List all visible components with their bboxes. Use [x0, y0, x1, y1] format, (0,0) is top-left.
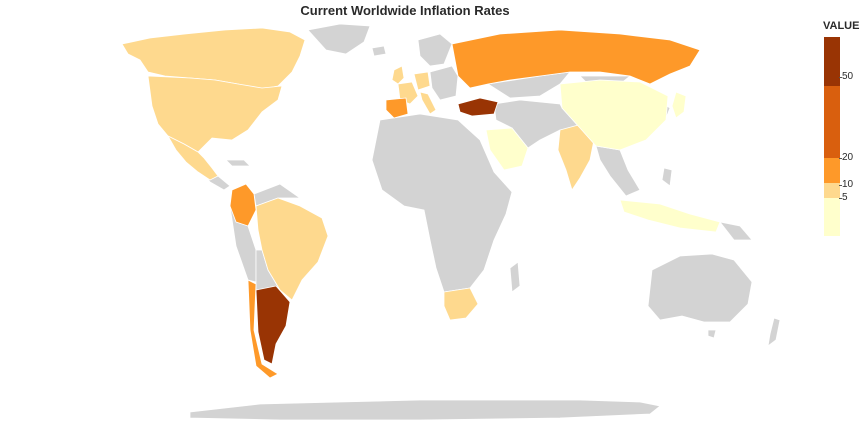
legend-swatch [824, 37, 840, 86]
country-indonesia[interactable] [619, 199, 721, 233]
legend-swatch [824, 158, 840, 183]
country-antarctica[interactable] [189, 399, 661, 421]
country-new-zealand[interactable] [767, 317, 781, 347]
country-greenland[interactable] [307, 23, 371, 55]
legend-title: VALUE [823, 20, 860, 32]
country-germany[interactable] [413, 71, 431, 91]
legend-color-bar [824, 37, 840, 236]
country-china[interactable] [559, 79, 669, 151]
legend-tick-label: 10 [838, 179, 854, 190]
country-russia[interactable] [451, 29, 701, 89]
country-united-states[interactable] [147, 75, 283, 153]
world-map [121, 23, 781, 421]
country-colombia[interactable] [229, 183, 257, 227]
country-africa[interactable] [371, 113, 513, 293]
country-europe-east[interactable] [429, 65, 459, 101]
country-spain[interactable] [385, 97, 409, 119]
country-mexico[interactable] [167, 135, 219, 181]
legend-swatch [824, 86, 840, 158]
country-united-kingdom[interactable] [391, 65, 405, 85]
country-madagascar[interactable] [509, 261, 521, 293]
country-italy[interactable] [419, 91, 437, 115]
country-brazil[interactable] [255, 197, 329, 301]
country-australia[interactable] [647, 253, 753, 323]
country-japan[interactable] [671, 91, 687, 119]
country-tasmania[interactable] [707, 329, 717, 339]
country-cuba[interactable] [225, 159, 251, 167]
country-philippines[interactable] [661, 167, 673, 187]
country-scandinavia[interactable] [417, 33, 453, 67]
country-papua[interactable] [719, 221, 753, 241]
country-southeast-asia[interactable] [595, 145, 641, 197]
country-south-america-north[interactable] [253, 183, 301, 207]
country-saudi-arabia[interactable] [485, 127, 529, 171]
legend-swatch [824, 198, 840, 236]
map-title: Current Worldwide Inflation Rates [300, 3, 510, 18]
legend-swatch [824, 183, 840, 198]
legend-tick-label: 5 [839, 192, 848, 203]
legend-tick-label: 20 [838, 152, 854, 163]
country-argentina[interactable] [255, 285, 291, 365]
legend-tick-label: 50 [838, 71, 854, 82]
country-turkey[interactable] [457, 97, 499, 117]
country-chile[interactable] [247, 279, 279, 379]
country-iceland[interactable] [371, 45, 387, 57]
country-south-africa[interactable] [443, 287, 479, 321]
